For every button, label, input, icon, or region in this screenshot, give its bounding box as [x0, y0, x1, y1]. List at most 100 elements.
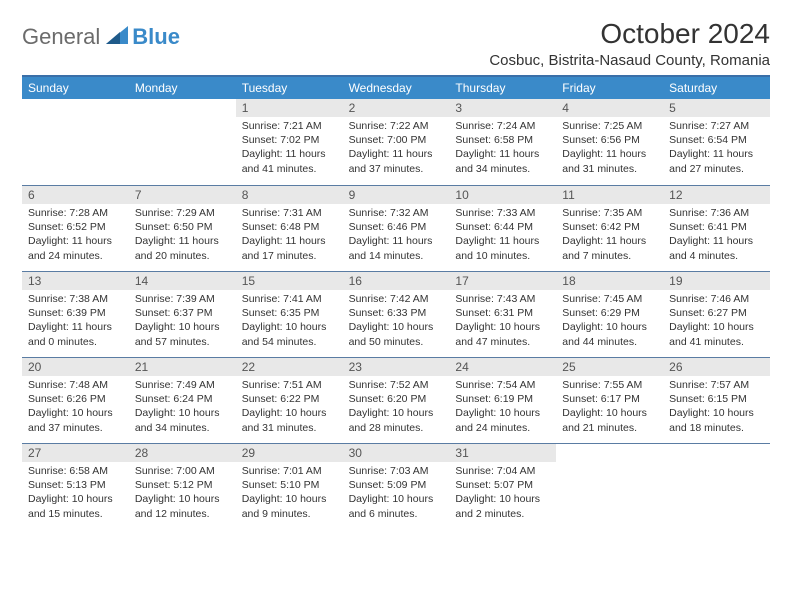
daylight-text: Daylight: 11 hours and 4 minutes.	[669, 234, 764, 262]
sunrise-text: Sunrise: 7:49 AM	[135, 378, 230, 392]
sunrise-text: Sunrise: 7:41 AM	[242, 292, 337, 306]
sunset-text: Sunset: 6:17 PM	[562, 392, 657, 406]
sunset-text: Sunset: 6:46 PM	[349, 220, 444, 234]
sunset-text: Sunset: 6:42 PM	[562, 220, 657, 234]
day-body: Sunrise: 7:00 AMSunset: 5:12 PMDaylight:…	[129, 462, 236, 525]
day-header-saturday: Saturday	[663, 77, 770, 99]
daylight-text: Daylight: 10 hours and 37 minutes.	[28, 406, 123, 434]
day-cell: 27Sunrise: 6:58 AMSunset: 5:13 PMDayligh…	[22, 443, 129, 529]
day-cell: 29Sunrise: 7:01 AMSunset: 5:10 PMDayligh…	[236, 443, 343, 529]
day-body: Sunrise: 7:04 AMSunset: 5:07 PMDaylight:…	[449, 462, 556, 525]
sunset-text: Sunset: 6:37 PM	[135, 306, 230, 320]
day-body: Sunrise: 6:58 AMSunset: 5:13 PMDaylight:…	[22, 462, 129, 525]
daylight-text: Daylight: 10 hours and 44 minutes.	[562, 320, 657, 348]
sunset-text: Sunset: 6:26 PM	[28, 392, 123, 406]
day-body: Sunrise: 7:41 AMSunset: 6:35 PMDaylight:…	[236, 290, 343, 353]
sunrise-text: Sunrise: 7:22 AM	[349, 119, 444, 133]
day-cell: 15Sunrise: 7:41 AMSunset: 6:35 PMDayligh…	[236, 271, 343, 357]
day-cell: 18Sunrise: 7:45 AMSunset: 6:29 PMDayligh…	[556, 271, 663, 357]
sunrise-text: Sunrise: 7:00 AM	[135, 464, 230, 478]
day-body: Sunrise: 7:46 AMSunset: 6:27 PMDaylight:…	[663, 290, 770, 353]
sunset-text: Sunset: 7:02 PM	[242, 133, 337, 147]
day-body: Sunrise: 7:28 AMSunset: 6:52 PMDaylight:…	[22, 204, 129, 267]
day-cell: 4Sunrise: 7:25 AMSunset: 6:56 PMDaylight…	[556, 99, 663, 185]
sunset-text: Sunset: 6:50 PM	[135, 220, 230, 234]
daylight-text: Daylight: 10 hours and 54 minutes.	[242, 320, 337, 348]
day-header-friday: Friday	[556, 77, 663, 99]
daylight-text: Daylight: 10 hours and 28 minutes.	[349, 406, 444, 434]
daylight-text: Daylight: 11 hours and 24 minutes.	[28, 234, 123, 262]
sunrise-text: Sunrise: 7:48 AM	[28, 378, 123, 392]
day-number: 20	[22, 358, 129, 376]
sunset-text: Sunset: 6:44 PM	[455, 220, 550, 234]
day-number: 19	[663, 272, 770, 290]
day-cell: 22Sunrise: 7:51 AMSunset: 6:22 PMDayligh…	[236, 357, 343, 443]
daylight-text: Daylight: 10 hours and 41 minutes.	[669, 320, 764, 348]
sunrise-text: Sunrise: 7:51 AM	[242, 378, 337, 392]
sunrise-text: Sunrise: 7:32 AM	[349, 206, 444, 220]
day-header-thursday: Thursday	[449, 77, 556, 99]
daylight-text: Daylight: 11 hours and 14 minutes.	[349, 234, 444, 262]
sunrise-text: Sunrise: 7:04 AM	[455, 464, 550, 478]
sunrise-text: Sunrise: 7:43 AM	[455, 292, 550, 306]
sunrise-text: Sunrise: 7:42 AM	[349, 292, 444, 306]
sunrise-text: Sunrise: 7:31 AM	[242, 206, 337, 220]
day-body: Sunrise: 7:35 AMSunset: 6:42 PMDaylight:…	[556, 204, 663, 267]
day-cell: 9 Sunrise: 7:32 AMSunset: 6:46 PMDaylight…	[343, 185, 450, 271]
sunset-text: Sunset: 6:52 PM	[28, 220, 123, 234]
empty-cell	[129, 99, 236, 185]
day-number: 7	[129, 186, 236, 204]
day-number: 9	[343, 186, 450, 204]
daylight-text: Daylight: 11 hours and 31 minutes.	[562, 147, 657, 175]
day-number: 23	[343, 358, 450, 376]
day-body: Sunrise: 7:55 AMSunset: 6:17 PMDaylight:…	[556, 376, 663, 439]
day-number: 25	[556, 358, 663, 376]
day-number: 14	[129, 272, 236, 290]
day-number: 28	[129, 444, 236, 462]
day-cell: 8Sunrise: 7:31 AMSunset: 6:48 PMDaylight…	[236, 185, 343, 271]
week-row: 27Sunrise: 6:58 AMSunset: 5:13 PMDayligh…	[22, 443, 770, 529]
day-header-sunday: Sunday	[22, 77, 129, 99]
page-subtitle: Cosbuc, Bistrita-Nasaud County, Romania	[489, 52, 770, 69]
day-number: 1	[236, 99, 343, 117]
daylight-text: Daylight: 10 hours and 24 minutes.	[455, 406, 550, 434]
day-body: Sunrise: 7:39 AMSunset: 6:37 PMDaylight:…	[129, 290, 236, 353]
day-body: Sunrise: 7:31 AMSunset: 6:48 PMDaylight:…	[236, 204, 343, 267]
day-number: 24	[449, 358, 556, 376]
sunset-text: Sunset: 6:54 PM	[669, 133, 764, 147]
daylight-text: Daylight: 11 hours and 37 minutes.	[349, 147, 444, 175]
day-number: 18	[556, 272, 663, 290]
day-number: 21	[129, 358, 236, 376]
day-body: Sunrise: 7:52 AMSunset: 6:20 PMDaylight:…	[343, 376, 450, 439]
sunset-text: Sunset: 6:56 PM	[562, 133, 657, 147]
day-body: Sunrise: 7:03 AMSunset: 5:09 PMDaylight:…	[343, 462, 450, 525]
day-number: 2	[343, 99, 450, 117]
day-number: 22	[236, 358, 343, 376]
sunrise-text: Sunrise: 7:46 AM	[669, 292, 764, 306]
sunset-text: Sunset: 6:31 PM	[455, 306, 550, 320]
day-header-tuesday: Tuesday	[236, 77, 343, 99]
sunrise-text: Sunrise: 7:03 AM	[349, 464, 444, 478]
day-body: Sunrise: 7:21 AMSunset: 7:02 PMDaylight:…	[236, 117, 343, 180]
day-number: 12	[663, 186, 770, 204]
daylight-text: Daylight: 10 hours and 12 minutes.	[135, 492, 230, 520]
day-body: Sunrise: 7:25 AMSunset: 6:56 PMDaylight:…	[556, 117, 663, 180]
sunrise-text: Sunrise: 7:45 AM	[562, 292, 657, 306]
daylight-text: Daylight: 10 hours and 57 minutes.	[135, 320, 230, 348]
week-row: 1Sunrise: 7:21 AMSunset: 7:02 PMDaylight…	[22, 99, 770, 185]
day-body: Sunrise: 7:38 AMSunset: 6:39 PMDaylight:…	[22, 290, 129, 353]
day-number: 29	[236, 444, 343, 462]
empty-cell	[22, 99, 129, 185]
day-cell: 3Sunrise: 7:24 AMSunset: 6:58 PMDaylight…	[449, 99, 556, 185]
day-number: 3	[449, 99, 556, 117]
day-number: 15	[236, 272, 343, 290]
daylight-text: Daylight: 10 hours and 15 minutes.	[28, 492, 123, 520]
day-number: 27	[22, 444, 129, 462]
day-body: Sunrise: 7:57 AMSunset: 6:15 PMDaylight:…	[663, 376, 770, 439]
day-number: 11	[556, 186, 663, 204]
day-number: 5	[663, 99, 770, 117]
sunset-text: Sunset: 5:12 PM	[135, 478, 230, 492]
sunrise-text: Sunrise: 7:55 AM	[562, 378, 657, 392]
empty-cell	[663, 443, 770, 529]
day-body: Sunrise: 7:45 AMSunset: 6:29 PMDaylight:…	[556, 290, 663, 353]
